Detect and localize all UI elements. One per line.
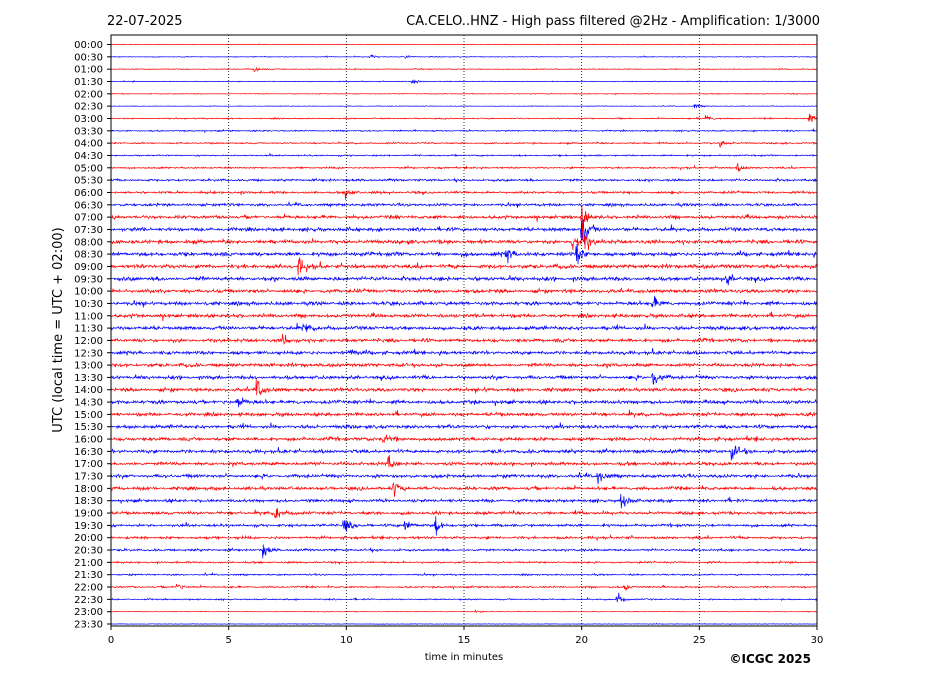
y-tick-label: 12:30 [74,348,103,359]
trace-0700 [110,205,818,228]
y-tick-label: 16:30 [74,447,103,458]
y-tick-label: 18:30 [74,496,103,507]
y-tick-label: 19:30 [74,521,103,532]
trace-0200 [110,92,818,96]
y-tick-label: 20:00 [74,533,103,544]
trace-0300 [110,113,818,122]
y-tick-label: 00:00 [74,40,103,51]
y-tick-label: 23:00 [74,607,103,618]
x-tick-label: 0 [108,635,114,646]
y-tick-label: 16:00 [74,435,103,446]
y-tick-label: 04:30 [74,151,103,162]
y-tick-label: 02:30 [74,102,103,113]
y-tick-label: 08:00 [74,237,103,248]
trace-0230 [110,103,818,109]
y-tick-label: 21:00 [74,558,103,569]
y-tick-label: 03:30 [74,126,103,137]
y-tick-label: 17:00 [74,459,103,470]
y-tick-label: 14:00 [74,385,103,396]
trace-2030 [110,544,818,559]
y-tick-label: 06:00 [74,188,103,199]
trace-0600 [110,189,818,200]
y-tick-label: 17:30 [74,472,103,483]
y-tick-label: 07:00 [74,213,103,224]
x-axis-label: time in minutes [425,652,504,663]
x-tick-label: 30 [811,635,824,646]
y-tick-label: 04:00 [74,139,103,150]
date-label: 22-07-2025 [107,14,183,29]
y-tick-label: 22:30 [74,595,103,606]
y-tick-label: 07:30 [74,225,103,236]
trace-2130 [110,571,818,578]
vertical-gridlines [228,35,700,626]
trace-2000 [110,533,818,541]
x-tick-label: 25 [693,635,706,646]
y-tick-label: 15:30 [74,422,103,433]
chart-title: CA.CELO..HNZ - High pass filtered @2Hz -… [406,14,820,29]
trace-0730 [110,219,818,245]
y-tick-label: 09:00 [74,262,103,273]
x-tick-label: 20 [575,635,588,646]
trace-1030 [110,295,818,308]
trace-2100 [110,559,818,566]
trace-1630 [110,445,818,461]
y-tick-label: 02:00 [74,89,103,100]
y-tick-label: 10:00 [74,287,103,298]
y-tick-label: 13:00 [74,361,103,372]
y-tick-label: 08:30 [74,250,103,261]
copyright-label: ©ICGC 2025 [729,652,811,666]
y-tick-label: 01:00 [74,65,103,76]
y-tick-label: 00:30 [74,52,103,63]
trace-1900 [110,508,817,519]
y-axis-label: UTC (local time = UTC + 02:00) [51,227,66,432]
plot-area [110,34,818,627]
x-axis-ticks: 0 5 10 15 20 25 30 [108,626,824,646]
y-tick-label: 09:30 [74,274,103,285]
trace-1600 [110,434,818,444]
y-tick-label: 03:00 [74,114,103,125]
y-tick-label: 23:30 [74,620,103,631]
y-tick-label: 18:00 [74,484,103,495]
y-tick-label: 11:00 [74,311,103,322]
y-tick-label: 13:30 [74,373,103,384]
x-tick-label: 5 [225,635,231,646]
x-tick-label: 15 [458,635,471,646]
y-tick-label: 21:30 [74,570,103,581]
x-tick-label: 10 [340,635,353,646]
y-tick-label: 20:30 [74,546,103,557]
y-tick-label: 01:30 [74,77,103,88]
y-tick-label: 05:30 [74,176,103,187]
y-tick-label: 19:00 [74,509,103,520]
y-tick-label: 06:30 [74,200,103,211]
y-tick-label: 15:00 [74,410,103,421]
y-tick-label: 12:00 [74,336,103,347]
y-tick-label: 11:30 [74,324,103,335]
y-tick-label: 10:30 [74,299,103,310]
y-tick-label: 14:30 [74,398,103,409]
y-tick-label: 05:00 [74,163,103,174]
y-tick-label: 22:00 [74,583,103,594]
trace-0130 [110,79,818,85]
trace-1100 [110,311,818,322]
